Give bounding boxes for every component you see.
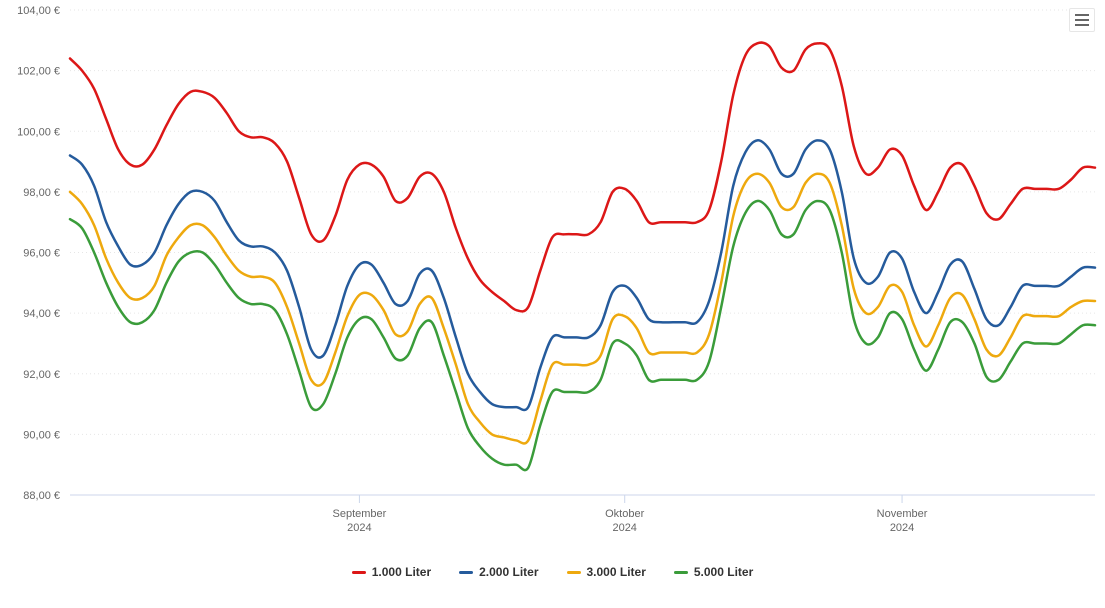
svg-text:88,00 €: 88,00 € [23, 490, 60, 502]
series-line-1 [70, 140, 1095, 410]
svg-text:Oktober: Oktober [605, 508, 644, 520]
svg-text:92,00 €: 92,00 € [23, 369, 60, 381]
series-line-3 [70, 201, 1095, 470]
legend-item-1[interactable]: 2.000 Liter [459, 565, 538, 579]
legend-label: 3.000 Liter [587, 565, 646, 579]
svg-text:November: November [877, 508, 928, 520]
svg-text:98,00 €: 98,00 € [23, 187, 60, 199]
legend-item-3[interactable]: 5.000 Liter [674, 565, 753, 579]
price-chart: 88,00 € 90,00 € 92,00 € 94,00 € 96,00 € 98,00… [0, 0, 1105, 603]
chart-menu-button[interactable] [1069, 8, 1095, 32]
svg-text:96,00 €: 96,00 € [23, 248, 60, 260]
svg-text:104,00 €: 104,00 € [17, 5, 60, 17]
legend-label: 5.000 Liter [694, 565, 753, 579]
svg-text:2024: 2024 [612, 522, 636, 534]
chart-canvas: 88,00 € 90,00 € 92,00 € 94,00 € 96,00 € 98,00… [0, 0, 1105, 603]
svg-text:94,00 €: 94,00 € [23, 308, 60, 320]
svg-text:102,00 €: 102,00 € [17, 66, 60, 78]
legend-swatch [674, 571, 688, 574]
legend-label: 2.000 Liter [479, 565, 538, 579]
svg-text:September: September [333, 508, 387, 520]
legend-item-2[interactable]: 3.000 Liter [567, 565, 646, 579]
svg-text:90,00 €: 90,00 € [23, 429, 60, 441]
legend-label: 1.000 Liter [372, 565, 431, 579]
legend-swatch [567, 571, 581, 574]
legend-swatch [352, 571, 366, 574]
svg-text:2024: 2024 [890, 522, 914, 534]
series-line-0 [70, 43, 1095, 312]
legend-item-0[interactable]: 1.000 Liter [352, 565, 431, 579]
legend: 1.000 Liter 2.000 Liter 3.000 Liter 5.000 L… [0, 565, 1105, 579]
svg-text:100,00 €: 100,00 € [17, 126, 60, 138]
legend-swatch [459, 571, 473, 574]
svg-text:2024: 2024 [347, 522, 371, 534]
